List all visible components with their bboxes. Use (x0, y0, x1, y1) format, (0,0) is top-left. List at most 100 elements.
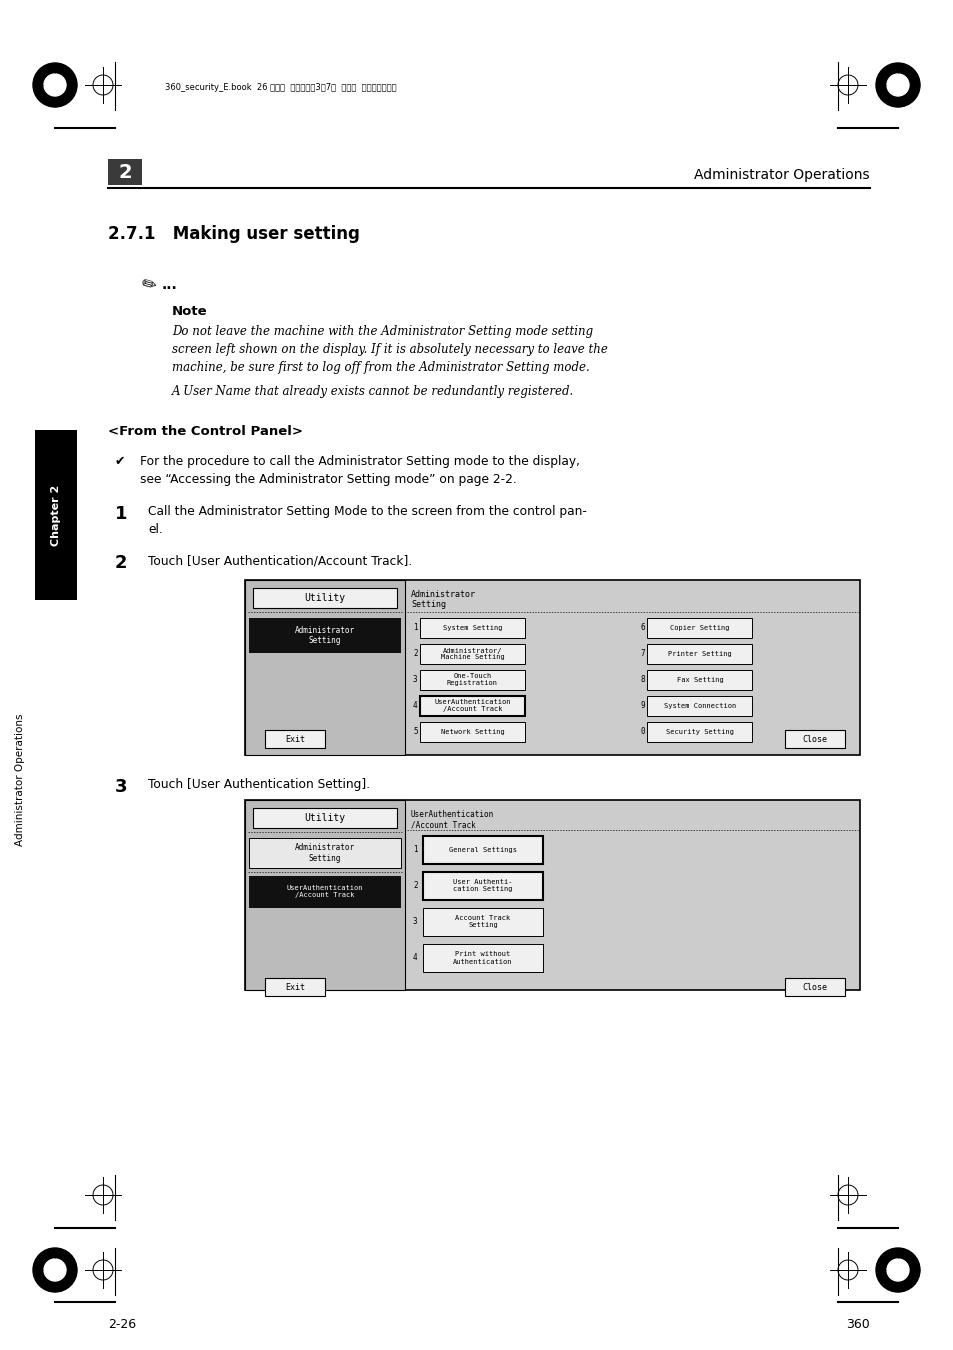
FancyBboxPatch shape (265, 730, 325, 748)
Text: 6: 6 (639, 624, 644, 633)
Text: One-Touch
Registration: One-Touch Registration (447, 674, 497, 687)
Text: Administrator
Setting: Administrator Setting (294, 626, 355, 645)
Text: Administrator Operations: Administrator Operations (694, 167, 869, 182)
Text: machine, be sure first to log off from the Administrator Setting mode.: machine, be sure first to log off from t… (172, 360, 589, 374)
FancyBboxPatch shape (245, 801, 405, 990)
Text: User Authenti-
cation Setting: User Authenti- cation Setting (453, 879, 512, 892)
Circle shape (33, 63, 77, 107)
Text: Note: Note (172, 305, 208, 319)
Text: UserAuthentication
/Account Track: UserAuthentication /Account Track (434, 699, 510, 713)
Text: UserAuthentication
/Account Track: UserAuthentication /Account Track (287, 886, 363, 899)
FancyBboxPatch shape (647, 722, 752, 742)
Circle shape (44, 74, 66, 96)
Text: 2.7.1   Making user setting: 2.7.1 Making user setting (108, 225, 359, 243)
Text: Do not leave the machine with the Administrator Setting mode setting: Do not leave the machine with the Admini… (172, 325, 593, 338)
Text: 8: 8 (639, 675, 644, 684)
FancyBboxPatch shape (784, 730, 844, 748)
Text: System Setting: System Setting (442, 625, 501, 630)
Text: ...: ... (162, 278, 177, 292)
Text: 1: 1 (413, 845, 417, 855)
Text: 1: 1 (115, 505, 128, 522)
Text: 360_security_E.book  26 ページ  ２００７年3月7日  水曜日  午後２時５０分: 360_security_E.book 26 ページ ２００７年3月7日 水曜日… (165, 84, 396, 93)
FancyBboxPatch shape (108, 159, 142, 185)
Text: For the procedure to call the Administrator Setting mode to the display,: For the procedure to call the Administra… (140, 455, 579, 468)
Text: /Account Track: /Account Track (411, 819, 476, 829)
Text: Print without
Authentication: Print without Authentication (453, 952, 512, 964)
Text: el.: el. (148, 522, 163, 536)
Circle shape (44, 1260, 66, 1281)
FancyBboxPatch shape (422, 872, 542, 900)
FancyBboxPatch shape (647, 618, 752, 639)
FancyBboxPatch shape (419, 644, 524, 664)
Text: 1: 1 (413, 624, 417, 633)
Text: Administrator Operations: Administrator Operations (15, 714, 25, 846)
Text: Printer Setting: Printer Setting (667, 651, 731, 657)
Text: Close: Close (801, 734, 826, 744)
Text: Utility: Utility (304, 813, 345, 823)
Text: screen left shown on the display. If it is absolutely necessary to leave the: screen left shown on the display. If it … (172, 343, 607, 356)
Text: A User Name that already exists cannot be redundantly registered.: A User Name that already exists cannot b… (172, 385, 574, 398)
Text: Exit: Exit (285, 983, 305, 991)
Circle shape (886, 1260, 908, 1281)
FancyBboxPatch shape (245, 580, 405, 755)
Text: 9: 9 (639, 702, 644, 710)
FancyBboxPatch shape (647, 670, 752, 690)
Text: Administrator: Administrator (411, 590, 476, 599)
Circle shape (875, 1247, 919, 1292)
FancyBboxPatch shape (419, 618, 524, 639)
Text: Copier Setting: Copier Setting (670, 625, 729, 630)
Circle shape (875, 63, 919, 107)
Text: 2: 2 (413, 649, 417, 659)
FancyBboxPatch shape (647, 697, 752, 716)
FancyBboxPatch shape (253, 589, 396, 608)
Text: 4: 4 (413, 953, 417, 963)
Text: 3: 3 (115, 778, 128, 796)
FancyBboxPatch shape (419, 670, 524, 690)
Text: 7: 7 (639, 649, 644, 659)
FancyBboxPatch shape (784, 977, 844, 996)
FancyBboxPatch shape (265, 977, 325, 996)
Text: System Connection: System Connection (663, 703, 736, 709)
FancyBboxPatch shape (422, 836, 542, 864)
Text: 360: 360 (845, 1319, 869, 1331)
FancyBboxPatch shape (647, 644, 752, 664)
Text: Account Track
Setting: Account Track Setting (455, 915, 510, 929)
Text: 3: 3 (413, 918, 417, 926)
Text: ✏: ✏ (138, 274, 157, 296)
Circle shape (886, 74, 908, 96)
Text: 2: 2 (115, 554, 128, 572)
Text: Close: Close (801, 983, 826, 991)
Text: Chapter 2: Chapter 2 (51, 485, 61, 545)
Text: Network Setting: Network Setting (440, 729, 504, 734)
FancyBboxPatch shape (422, 909, 542, 936)
Text: Touch [User Authentication/Account Track].: Touch [User Authentication/Account Track… (148, 554, 412, 567)
Text: Call the Administrator Setting Mode to the screen from the control pan-: Call the Administrator Setting Mode to t… (148, 505, 586, 518)
Text: 4: 4 (413, 702, 417, 710)
Text: Setting: Setting (411, 599, 446, 609)
Text: 0: 0 (639, 728, 644, 737)
Text: Administrator/
Machine Setting: Administrator/ Machine Setting (440, 648, 504, 660)
FancyBboxPatch shape (249, 618, 400, 653)
Text: Touch [User Authentication Setting].: Touch [User Authentication Setting]. (148, 778, 370, 791)
Text: <From the Control Panel>: <From the Control Panel> (108, 425, 303, 437)
FancyBboxPatch shape (422, 944, 542, 972)
Text: Exit: Exit (285, 734, 305, 744)
Text: Administrator
Setting: Administrator Setting (294, 844, 355, 863)
Text: ✔: ✔ (115, 455, 126, 468)
FancyBboxPatch shape (253, 809, 396, 828)
Circle shape (33, 1247, 77, 1292)
FancyBboxPatch shape (35, 431, 77, 599)
Text: Fax Setting: Fax Setting (676, 676, 722, 683)
Text: Security Setting: Security Setting (665, 729, 733, 734)
FancyBboxPatch shape (419, 722, 524, 742)
Text: 2-26: 2-26 (108, 1319, 136, 1331)
Text: General Settings: General Settings (449, 846, 517, 853)
FancyBboxPatch shape (249, 838, 400, 868)
FancyBboxPatch shape (419, 697, 524, 716)
FancyBboxPatch shape (245, 580, 859, 755)
FancyBboxPatch shape (245, 801, 859, 990)
Text: Utility: Utility (304, 593, 345, 603)
Text: see “Accessing the Administrator Setting mode” on page 2-2.: see “Accessing the Administrator Setting… (140, 472, 517, 486)
Text: 3: 3 (413, 675, 417, 684)
Text: 5: 5 (413, 728, 417, 737)
